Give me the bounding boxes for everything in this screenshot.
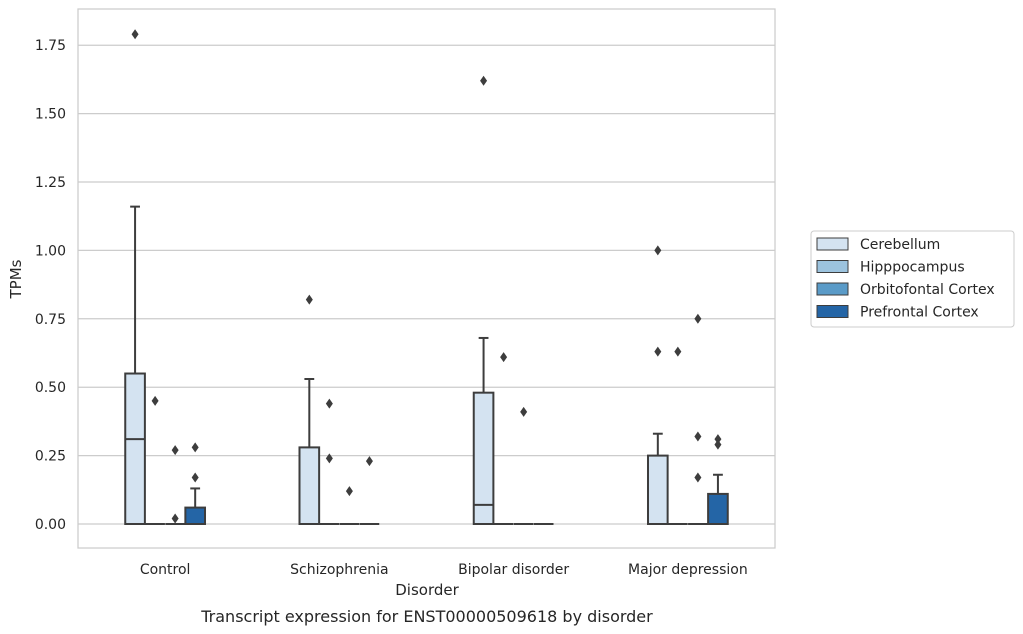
y-tick-label: 1.25 xyxy=(35,175,66,191)
box-cerebellum-0 xyxy=(124,29,146,525)
box-orbitofontal-cortex-0 xyxy=(165,445,185,525)
box-cerebellum-1 xyxy=(298,294,321,525)
legend-label: Cerebellum xyxy=(860,237,940,253)
legend-swatch xyxy=(816,305,849,318)
outlier-point xyxy=(365,456,373,467)
outlier-point xyxy=(694,431,702,442)
legend-swatch xyxy=(816,282,849,296)
x-tick-label: Schizophrenia xyxy=(290,562,388,578)
outlier-point xyxy=(191,442,199,453)
y-tick-labels: 0.00 0.25 0.50 0.75 1.00 1.25 1.50 1.75 xyxy=(35,38,66,533)
outlier-point xyxy=(520,406,528,417)
outlier-point xyxy=(694,472,702,483)
box-body xyxy=(298,446,321,525)
box-hipppocampus-0 xyxy=(145,395,165,525)
outlier-point xyxy=(325,398,333,409)
legend-label: Prefrontal Cortex xyxy=(860,305,979,321)
y-tick-label: 0.00 xyxy=(35,517,66,533)
box-cerebellum-3 xyxy=(646,245,669,526)
outlier-point xyxy=(191,472,199,483)
x-axis-label: Disorder xyxy=(395,581,459,599)
box-orbitofontal-cortex-1 xyxy=(339,486,360,525)
y-tick-label: 1.75 xyxy=(35,38,66,54)
outlier-point xyxy=(151,395,159,406)
box-hipppocampus-3 xyxy=(668,346,688,525)
chart-caption: Transcript expression for ENST0000050961… xyxy=(200,607,653,626)
plot-frame xyxy=(77,8,776,549)
y-tick-label: 0.50 xyxy=(35,380,66,396)
legend-frame xyxy=(810,230,1015,328)
box-body xyxy=(707,492,729,525)
y-tick-label: 1.00 xyxy=(35,243,66,259)
outlier-point xyxy=(345,486,353,497)
legend-label: Hipppocampus xyxy=(860,260,965,276)
legend-swatch xyxy=(816,260,849,273)
outlier-point xyxy=(654,245,662,256)
box-body xyxy=(646,454,669,526)
box-body xyxy=(184,506,207,526)
outlier-point xyxy=(305,294,313,305)
boxes-layer xyxy=(124,29,729,526)
box-orbitofontal-cortex-2 xyxy=(513,406,534,525)
outlier-point xyxy=(714,434,722,445)
x-tick-label: Major depression xyxy=(628,562,748,578)
outlier-point xyxy=(480,75,488,86)
legend: Cerebellum Hipppocampus Orbitofontal Corte… xyxy=(810,230,1015,328)
box-prefrontal-cortex-0 xyxy=(184,442,207,526)
box-body xyxy=(472,391,495,525)
box-orbitofontal-cortex-3 xyxy=(688,313,708,525)
outlier-point xyxy=(674,346,682,357)
box-body xyxy=(124,372,146,525)
outlier-point xyxy=(171,445,179,456)
outlier-point xyxy=(714,439,722,450)
y-tick-label: 0.75 xyxy=(35,312,66,328)
y-tick-label: 0.25 xyxy=(35,449,66,465)
box-prefrontal-cortex-3 xyxy=(707,434,729,525)
x-tick-label: Control xyxy=(140,562,191,578)
box-cerebellum-2 xyxy=(472,75,495,525)
x-tick-labels: Control Schizophrenia Bipolar disorder Majo… xyxy=(140,562,748,578)
legend-label: Orbitofontal Cortex xyxy=(860,282,995,298)
x-tick-label: Bipolar disorder xyxy=(458,562,569,578)
outlier-point xyxy=(694,313,702,324)
outlier-point xyxy=(171,513,179,524)
outlier-point xyxy=(131,29,139,40)
outlier-point xyxy=(325,453,333,464)
y-tick-label: 1.50 xyxy=(35,107,66,123)
outlier-point xyxy=(654,346,662,357)
y-axis-label: TPMs xyxy=(7,259,25,299)
box-prefrontal-cortex-1 xyxy=(359,456,380,525)
legend-swatch xyxy=(816,237,849,251)
box-hipppocampus-2 xyxy=(493,352,514,525)
box-hipppocampus-1 xyxy=(319,398,340,525)
gridlines xyxy=(78,44,775,525)
outlier-point xyxy=(500,352,508,363)
